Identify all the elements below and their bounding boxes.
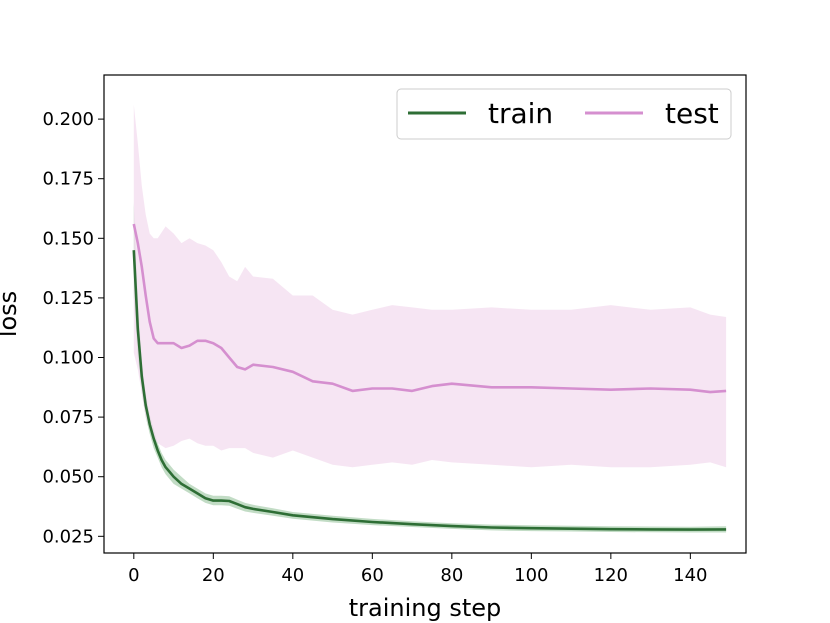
legend: train test [396, 88, 732, 140]
x-axis-ticks: 0 20 40 60 80 100 120 140 [128, 553, 708, 586]
y-tick-label: 0.075 [42, 407, 94, 428]
y-tick-label: 0.100 [42, 348, 94, 369]
y-tick-label: 0.050 [42, 467, 94, 488]
x-tick-label: 60 [361, 565, 384, 586]
x-tick-label: 40 [281, 565, 304, 586]
line-train [132, 250, 727, 531]
legend-label-test: test [665, 97, 719, 130]
series-lines [132, 223, 727, 531]
y-tick-label: 0.025 [42, 526, 94, 547]
x-tick-label: 100 [514, 565, 548, 586]
y-tick-label: 0.200 [42, 109, 94, 130]
y-tick-label: 0.175 [42, 169, 94, 190]
x-tick-label: 140 [673, 565, 707, 586]
x-tick-label: 120 [594, 565, 628, 586]
y-axis-ticks: 0.025 0.050 0.075 0.100 0.125 0.150 0.175 0.200 [42, 109, 104, 547]
x-tick-label: 80 [440, 565, 463, 586]
legend-label-train: train [488, 97, 553, 130]
y-tick-label: 0.150 [42, 228, 94, 249]
y-axis-label: loss [0, 291, 22, 337]
line-test [132, 223, 727, 394]
x-tick-label: 20 [202, 565, 225, 586]
x-axis-label: training step [349, 594, 502, 622]
legend-box [396, 88, 732, 140]
x-tick-label: 0 [128, 565, 139, 586]
band-test [133, 104, 727, 468]
confidence-bands [133, 104, 727, 533]
plot-frame [103, 74, 747, 554]
y-tick-label: 0.125 [42, 288, 94, 309]
